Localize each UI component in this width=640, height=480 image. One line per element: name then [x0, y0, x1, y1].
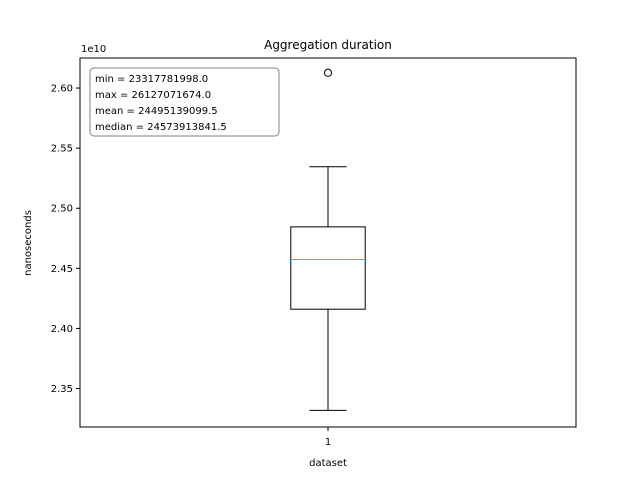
x-axis-label: dataset [309, 458, 347, 469]
y-tick-label: 2.40 [51, 324, 73, 335]
stats-annotation: min = 23317781998.0 max = 26127071674.0 … [89, 67, 280, 137]
interquartile-box [290, 226, 366, 310]
y-axis-multiplier: 1e10 [81, 44, 106, 55]
y-tick-label: 2.50 [51, 204, 73, 215]
x-tick-label: 1 [325, 437, 331, 448]
chart-title: Aggregation duration [264, 38, 392, 52]
y-axis-ticks: 2.35 2.40 2.45 2.50 2.55 2.60 [51, 84, 80, 395]
x-axis-ticks: 1 [325, 427, 331, 448]
stats-median: median = 24573913841.5 [95, 122, 227, 133]
stats-box-frame [89, 67, 280, 137]
stats-min: min = 23317781998.0 [95, 74, 208, 85]
stats-mean: mean = 24495139099.5 [95, 106, 218, 117]
y-axis-label: nanoseconds [23, 210, 34, 276]
stats-max: max = 26127071674.0 [95, 90, 211, 101]
y-tick-label: 2.60 [51, 84, 73, 95]
box-series [290, 68, 366, 411]
outlier-point [323, 68, 333, 77]
y-tick-label: 2.45 [51, 264, 73, 275]
y-tick-label: 2.55 [51, 144, 73, 155]
y-tick-label: 2.35 [51, 384, 73, 395]
